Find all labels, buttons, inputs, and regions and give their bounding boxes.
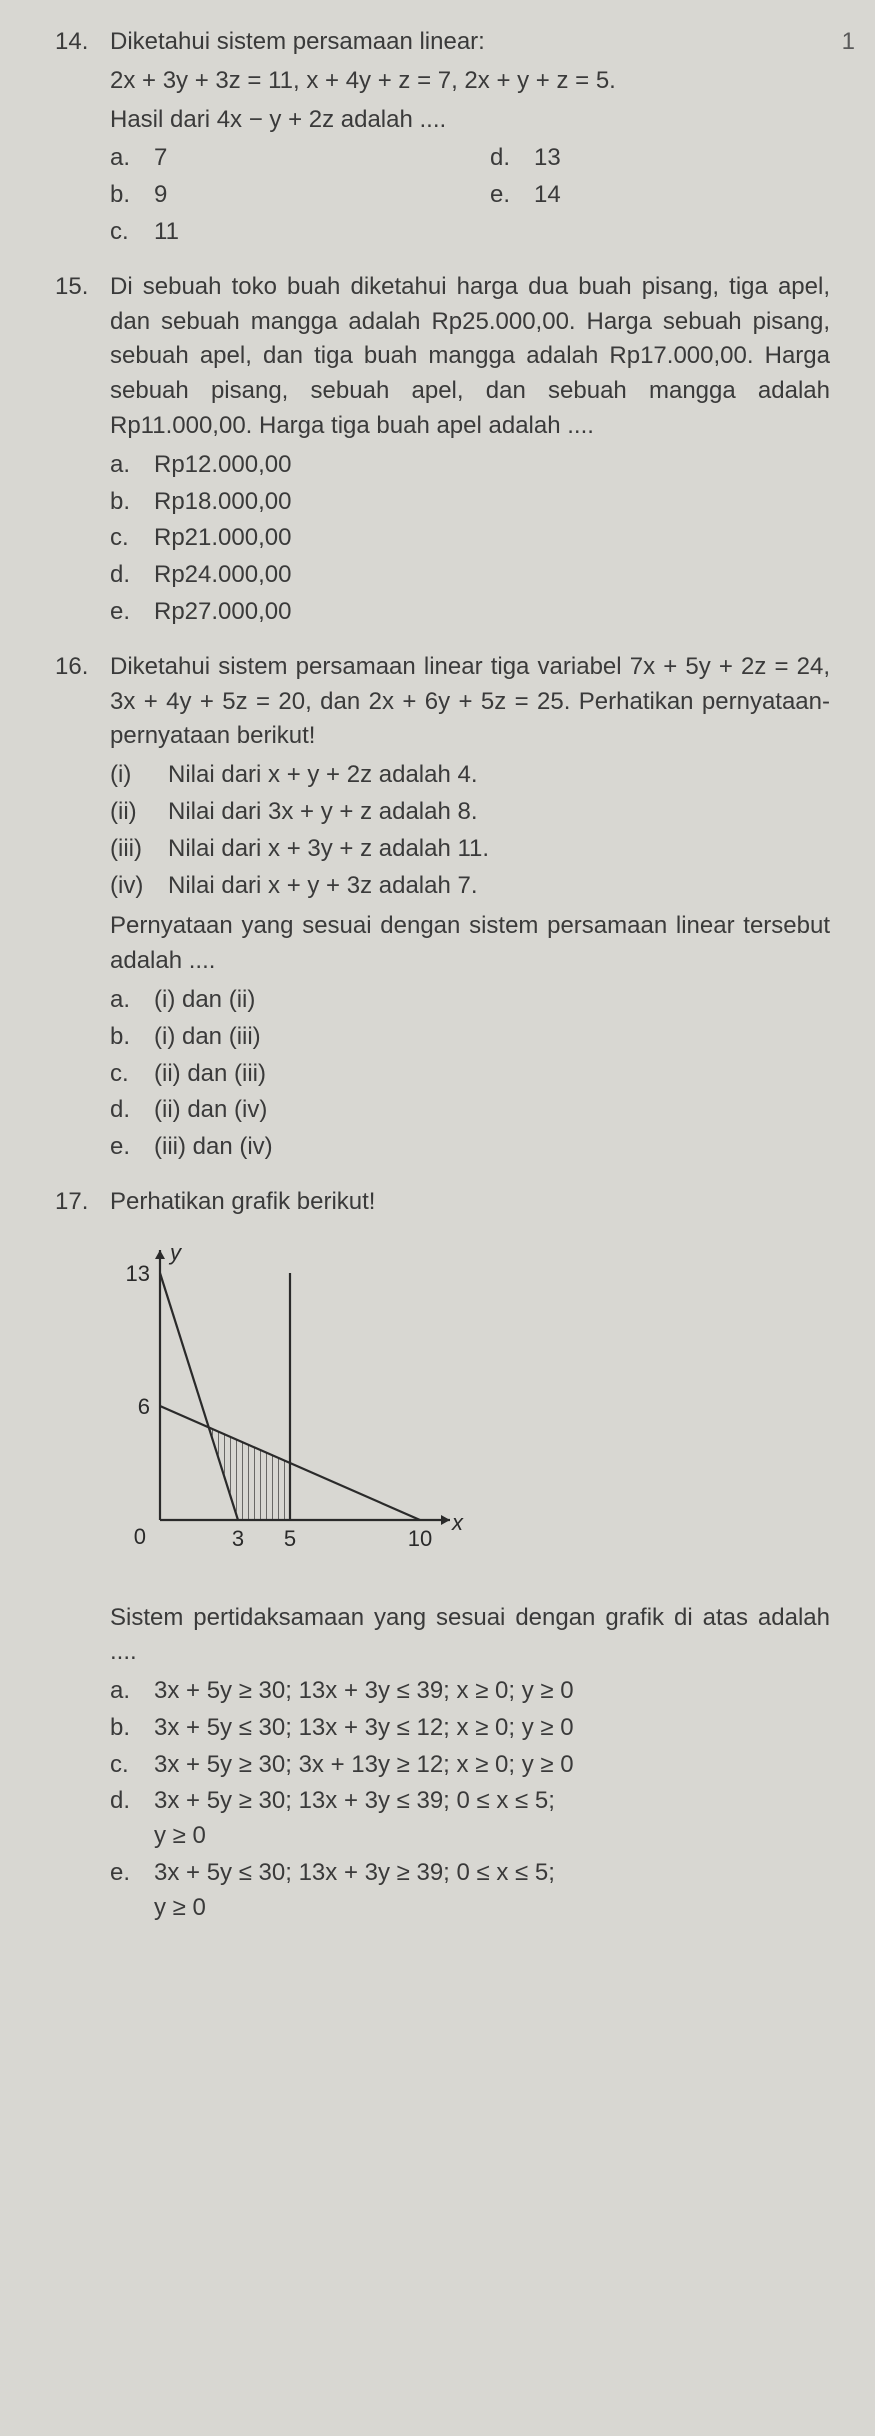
option-text: Rp24.000,00 xyxy=(154,558,830,593)
option-letter: a. xyxy=(110,141,154,176)
roman-label: (ii) xyxy=(110,795,168,830)
option-text: 9 xyxy=(154,178,450,213)
option-text: 3x + 5y ≥ 30; 13x + 3y ≤ 39; x ≥ 0; y ≥ … xyxy=(154,1674,830,1709)
question-stem-2: Pernyataan yang sesuai dengan sistem per… xyxy=(110,909,830,979)
option-text: 3x + 5y ≥ 30; 13x + 3y ≤ 39; 0 ≤ x ≤ 5;y… xyxy=(154,1784,830,1854)
option-text: Rp12.000,00 xyxy=(154,448,830,483)
question-stem-line: 2x + 3y + 3z = 11, x + 4y + z = 7, 2x + … xyxy=(110,64,830,99)
option-text: 13 xyxy=(534,141,830,176)
roman-label: (iv) xyxy=(110,869,168,904)
option-letter: d. xyxy=(110,1093,154,1128)
option-text: 3x + 5y ≤ 30; 13x + 3y ≥ 39; 0 ≤ x ≤ 5;y… xyxy=(154,1856,830,1926)
option-letter: d. xyxy=(490,141,534,176)
roman-label: (i) xyxy=(110,758,168,793)
svg-text:6: 6 xyxy=(138,1394,150,1419)
option-letter: d. xyxy=(110,558,154,593)
option-letter: e. xyxy=(110,1130,154,1165)
option-letter: e. xyxy=(490,178,534,213)
question-stem: Perhatikan grafik berikut! xyxy=(110,1185,830,1220)
question-number: 14. xyxy=(55,25,110,252)
question-stem-line: Hasil dari 4x − y + 2z adalah .... xyxy=(110,103,830,138)
option-letter: c. xyxy=(110,521,154,556)
option-text: 7 xyxy=(154,141,450,176)
svg-text:5: 5 xyxy=(284,1526,296,1551)
question-14: 14. Diketahui sistem persamaan linear: 2… xyxy=(55,25,830,252)
option-letter: c. xyxy=(110,215,154,250)
option-letter: e. xyxy=(110,1856,154,1926)
question-stem-line: Diketahui sistem persamaan linear: xyxy=(110,25,830,60)
svg-text:0: 0 xyxy=(134,1524,146,1549)
option-letter: b. xyxy=(110,485,154,520)
option-text: 3x + 5y ≤ 30; 13x + 3y ≤ 12; x ≥ 0; y ≥ … xyxy=(154,1711,830,1746)
svg-text:13: 13 xyxy=(126,1261,150,1286)
option-text: 14 xyxy=(534,178,830,213)
option-text: Rp27.000,00 xyxy=(154,595,830,630)
option-text: (ii) dan (iii) xyxy=(154,1057,830,1092)
svg-text:10: 10 xyxy=(408,1526,432,1551)
option-letter: a. xyxy=(110,448,154,483)
roman-text: Nilai dari x + y + 3z adalah 7. xyxy=(168,869,478,904)
question-17: 17. Perhatikan grafik berikut! 3 5 10 6 13 0 x… xyxy=(55,1185,830,1928)
question-stem: Di sebuah toko buah diketahui harga dua … xyxy=(110,270,830,444)
option-letter: e. xyxy=(110,595,154,630)
roman-text: Nilai dari x + y + 2z adalah 4. xyxy=(168,758,478,793)
inequality-graph: 3 5 10 6 13 0 x y xyxy=(110,1230,830,1581)
question-stem: Diketahui sistem persamaan linear tiga v… xyxy=(110,650,830,754)
option-text: (i) dan (iii) xyxy=(154,1020,830,1055)
question-number: 16. xyxy=(55,650,110,1167)
option-letter: d. xyxy=(110,1784,154,1854)
option-letter: a. xyxy=(110,1674,154,1709)
option-text: (ii) dan (iv) xyxy=(154,1093,830,1128)
option-text: Rp21.000,00 xyxy=(154,521,830,556)
page-number: 1 xyxy=(842,25,855,60)
option-letter: c. xyxy=(110,1057,154,1092)
svg-text:x: x xyxy=(451,1510,464,1535)
option-text: 3x + 5y ≥ 30; 3x + 13y ≥ 12; x ≥ 0; y ≥ … xyxy=(154,1748,830,1783)
roman-label: (iii) xyxy=(110,832,168,867)
question-16: 16. Diketahui sistem persamaan linear ti… xyxy=(55,650,830,1167)
svg-text:3: 3 xyxy=(232,1526,244,1551)
option-letter: c. xyxy=(110,1748,154,1783)
roman-text: Nilai dari 3x + y + z adalah 8. xyxy=(168,795,478,830)
option-text: (iii) dan (iv) xyxy=(154,1130,830,1165)
option-letter: a. xyxy=(110,983,154,1018)
question-15: 15. Di sebuah toko buah diketahui harga … xyxy=(55,270,830,632)
option-text: 11 xyxy=(154,215,450,250)
option-letter: b. xyxy=(110,1020,154,1055)
svg-text:y: y xyxy=(168,1240,183,1265)
question-stem-2: Sistem pertidaksamaan yang sesuai dengan… xyxy=(110,1601,830,1671)
option-letter: b. xyxy=(110,1711,154,1746)
question-number: 15. xyxy=(55,270,110,632)
option-text: (i) dan (ii) xyxy=(154,983,830,1018)
question-number: 17. xyxy=(55,1185,110,1928)
roman-text: Nilai dari x + 3y + z adalah 11. xyxy=(168,832,489,867)
option-text: Rp18.000,00 xyxy=(154,485,830,520)
option-letter: b. xyxy=(110,178,154,213)
